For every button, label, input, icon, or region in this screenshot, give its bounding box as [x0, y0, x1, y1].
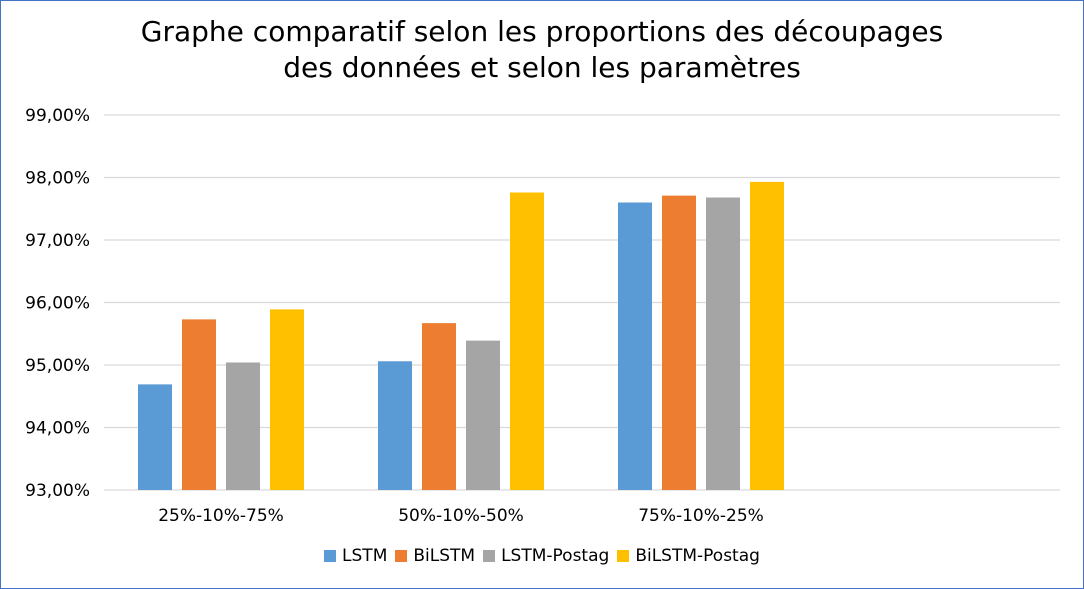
y-tick-label: 95,00%	[25, 356, 90, 376]
legend-item: LSTM	[324, 546, 387, 566]
legend-item: BiLSTM-Postag	[617, 546, 760, 566]
chart-subtitle: des données et selon les paramètres	[283, 51, 801, 84]
x-tick-label: 75%-10%-25%	[638, 506, 764, 526]
y-tick-label: 93,00%	[25, 481, 90, 501]
bar-lstm-postag	[466, 340, 500, 490]
legend-swatch	[395, 550, 408, 562]
legend-label: LSTM-Postag	[501, 546, 610, 566]
bar-bilstm-postag	[750, 181, 784, 490]
y-tick-label: 97,00%	[25, 231, 90, 251]
x-tick-label: 25%-10%-75%	[158, 506, 284, 526]
bar-bilstm	[662, 195, 696, 490]
y-tick-label: 98,00%	[25, 169, 90, 189]
legend-label: BiLSTM	[413, 546, 476, 566]
bar-bilstm	[182, 319, 216, 490]
bar-bilstm-postag	[510, 192, 544, 490]
chart-title-block: Graphe comparatif selon les proportions …	[0, 14, 1084, 86]
chart-title: Graphe comparatif selon les proportions …	[140, 15, 944, 48]
bar-bilstm	[422, 323, 456, 490]
chart-legend: LSTM BiLSTM LSTM-Postag BiLSTM-Postag	[0, 546, 1084, 566]
legend-label: BiLSTM-Postag	[635, 546, 760, 566]
bar-lstm	[618, 202, 652, 490]
legend-item: BiLSTM	[395, 546, 475, 566]
legend-swatch	[617, 550, 630, 562]
legend-swatch	[483, 550, 496, 562]
y-tick-label: 94,00%	[25, 419, 90, 439]
bar-lstm-postag	[706, 197, 740, 490]
legend-item: LSTM-Postag	[483, 546, 609, 566]
legend-swatch	[324, 550, 337, 562]
bar-lstm	[138, 384, 172, 490]
bar-bilstm-postag	[270, 309, 304, 490]
y-tick-label: 99,00%	[25, 106, 90, 126]
bar-lstm-postag	[226, 362, 260, 490]
legend-label: LSTM	[342, 546, 388, 566]
x-tick-label: 50%-10%-50%	[398, 506, 524, 526]
bar-lstm	[378, 361, 412, 490]
y-tick-label: 96,00%	[25, 294, 90, 314]
